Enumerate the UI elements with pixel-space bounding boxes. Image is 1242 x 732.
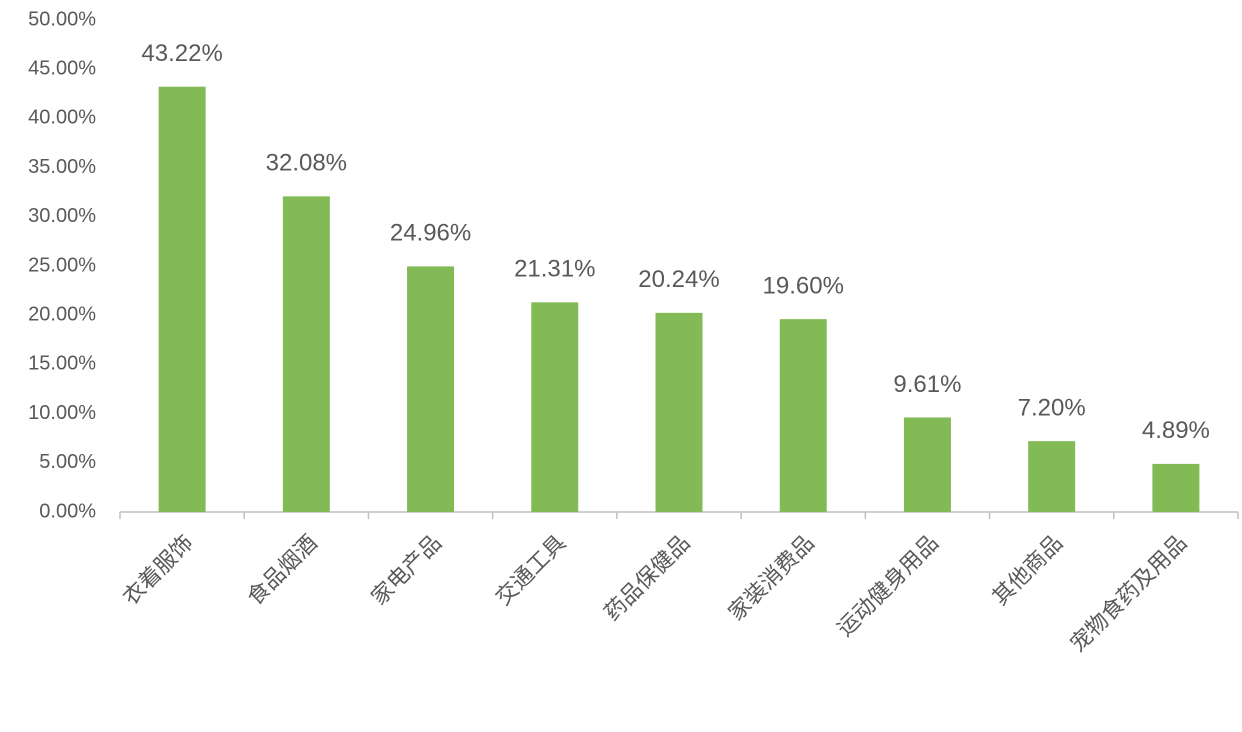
value-label: 43.22%	[141, 40, 222, 67]
value-label: 19.60%	[763, 272, 844, 299]
x-tick-label: 其他商品	[987, 530, 1067, 610]
value-label: 4.89%	[1142, 417, 1210, 444]
y-tick-label: 40.00%	[28, 107, 96, 129]
bar	[158, 86, 206, 512]
y-tick-label: 15.00%	[28, 353, 96, 375]
y-tick-label: 0.00%	[39, 500, 96, 522]
x-tick-label: 宠物食药及用品	[1065, 530, 1192, 657]
y-tick-label: 50.00%	[28, 8, 96, 30]
value-label: 32.08%	[266, 150, 347, 177]
x-tick-label: 交通工具	[491, 530, 571, 610]
y-tick-label: 20.00%	[28, 303, 96, 325]
value-label: 20.24%	[638, 266, 719, 293]
bar	[282, 196, 330, 512]
x-tick-label: 家电产品	[366, 530, 446, 610]
y-tick-label: 5.00%	[39, 451, 96, 473]
x-tick-label: 衣着服饰	[118, 530, 198, 610]
bar	[1152, 463, 1200, 512]
x-tick-label: 药品保健品	[599, 530, 694, 625]
y-tick-label: 25.00%	[28, 254, 96, 276]
y-tick-label: 45.00%	[28, 57, 96, 79]
value-label: 9.61%	[893, 371, 961, 398]
x-tick-label: 家装消费品	[723, 530, 818, 625]
value-label: 24.96%	[390, 220, 471, 247]
x-tick-label: 食品烟酒	[242, 530, 322, 610]
bar	[655, 312, 703, 512]
y-tick-label: 10.00%	[28, 402, 96, 424]
value-label: 21.31%	[514, 256, 595, 283]
bar	[1028, 441, 1076, 512]
bar	[779, 319, 827, 512]
bar	[531, 302, 579, 512]
bar	[903, 417, 951, 512]
y-tick-label: 30.00%	[28, 205, 96, 227]
bar	[407, 266, 455, 512]
y-tick-label: 35.00%	[28, 156, 96, 178]
x-tick-label: 运动健身用品	[832, 530, 943, 641]
value-label: 7.20%	[1018, 394, 1086, 421]
